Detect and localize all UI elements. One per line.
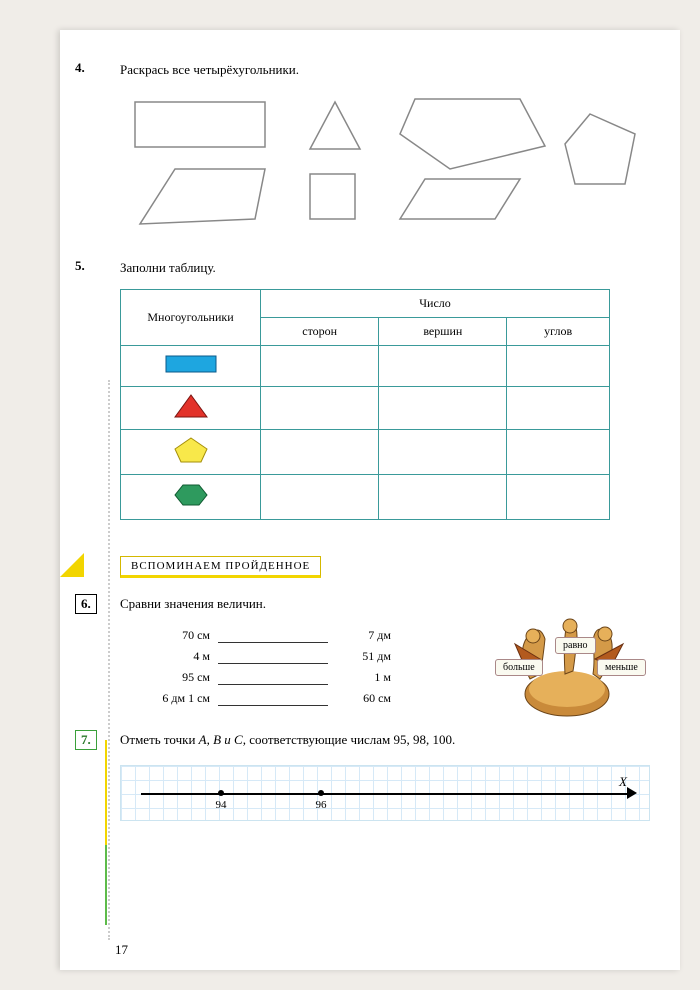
th-sides: сторон <box>261 318 379 346</box>
ticklabel-96: 96 <box>316 799 327 811</box>
pentagon-cell <box>121 430 261 475</box>
triangle-cell <box>121 387 261 430</box>
arrowhead-icon <box>627 787 637 799</box>
rectangle-cell <box>121 346 261 387</box>
rhs: 1 м <box>336 670 391 685</box>
pentagon-shape <box>565 114 635 184</box>
label-greater: больше <box>495 659 543 676</box>
axis-line <box>141 793 629 795</box>
input-cell[interactable] <box>261 475 379 520</box>
side-accent-green <box>105 845 107 925</box>
ex5-number: 5. <box>75 258 85 274</box>
ex7-instruction: Отметь точки А, В и С, соответствующие ч… <box>120 730 650 750</box>
axis-label: X <box>619 774 627 790</box>
parallelogram-shape <box>400 179 520 219</box>
triangle-shape <box>310 102 360 149</box>
ex7-mid: соответствующие числам <box>246 732 394 747</box>
th-polygons: Многоугольники <box>121 290 261 346</box>
input-cell[interactable] <box>507 475 610 520</box>
ex7-nums: 95, 98, 100. <box>394 732 456 747</box>
tick-96 <box>318 790 324 796</box>
hexagon-cell <box>121 475 261 520</box>
page-number: 17 <box>115 942 128 958</box>
ex7-pre: Отметь точки <box>120 732 199 747</box>
input-cell[interactable] <box>379 387 507 430</box>
rhs: 7 дм <box>336 628 391 643</box>
input-cell[interactable] <box>379 475 507 520</box>
ex4-shapes <box>120 94 650 234</box>
answer-blank[interactable] <box>218 649 328 664</box>
input-cell[interactable] <box>261 346 379 387</box>
input-cell[interactable] <box>379 346 507 387</box>
rhs: 60 см <box>336 691 391 706</box>
exercise-7: 7. Отметь точки А, В и С, соответствующи… <box>120 730 650 822</box>
input-cell[interactable] <box>379 430 507 475</box>
ex7-number: 7. <box>75 730 97 750</box>
lhs: 70 см <box>120 628 210 643</box>
input-cell[interactable] <box>507 346 610 387</box>
review-heading-block: ВСПОМИНАЕМ ПРОЙДЕННОЕ <box>120 556 650 578</box>
page: 4. Раскрась все четырёхугольники. 5. Зап… <box>60 30 680 970</box>
exercise-6: 6. Сравни значения величин. 70 см 7 дм 4… <box>120 594 650 706</box>
input-cell[interactable] <box>507 387 610 430</box>
rectangle-shape <box>135 102 265 147</box>
polygon-table: Многоугольники Число сторон вершин углов <box>120 289 610 520</box>
square-shape <box>310 174 355 219</box>
pentagon-irregular-shape <box>400 99 545 169</box>
lhs: 6 дм 1 см <box>120 691 210 706</box>
ex4-number: 4. <box>75 60 85 76</box>
ticklabel-94: 94 <box>216 799 227 811</box>
ex4-instruction: Раскрась все четырёхугольники. <box>120 60 650 80</box>
quad-irregular-shape <box>140 169 265 224</box>
input-cell[interactable] <box>261 387 379 430</box>
ex5-instruction: Заполни таблицу. <box>120 258 650 278</box>
input-cell[interactable] <box>507 430 610 475</box>
th-angles: углов <box>507 318 610 346</box>
answer-blank[interactable] <box>218 628 328 643</box>
answer-blank[interactable] <box>218 670 328 685</box>
input-cell[interactable] <box>261 430 379 475</box>
rhs: 51 дм <box>336 649 391 664</box>
lhs: 95 см <box>120 670 210 685</box>
number-line[interactable]: X 94 96 <box>120 765 650 821</box>
dotted-margin-line <box>108 380 110 940</box>
th-vertices: вершин <box>379 318 507 346</box>
exercise-5: 5. Заполни таблицу. Многоугольники Число… <box>120 258 650 521</box>
tick-94 <box>218 790 224 796</box>
dragon-illustration: равно больше меньше <box>485 609 650 724</box>
th-number: Число <box>261 290 610 318</box>
ex7-points: А, В и С, <box>199 732 246 747</box>
yellow-triangle-icon <box>60 553 84 577</box>
review-heading: ВСПОМИНАЕМ ПРОЙДЕННОЕ <box>120 556 321 578</box>
lhs: 4 м <box>120 649 210 664</box>
label-less: меньше <box>597 659 646 676</box>
exercise-4: 4. Раскрась все четырёхугольники. <box>120 60 650 234</box>
answer-blank[interactable] <box>218 691 328 706</box>
label-equal: равно <box>555 637 596 654</box>
ex6-number: 6. <box>75 594 97 614</box>
